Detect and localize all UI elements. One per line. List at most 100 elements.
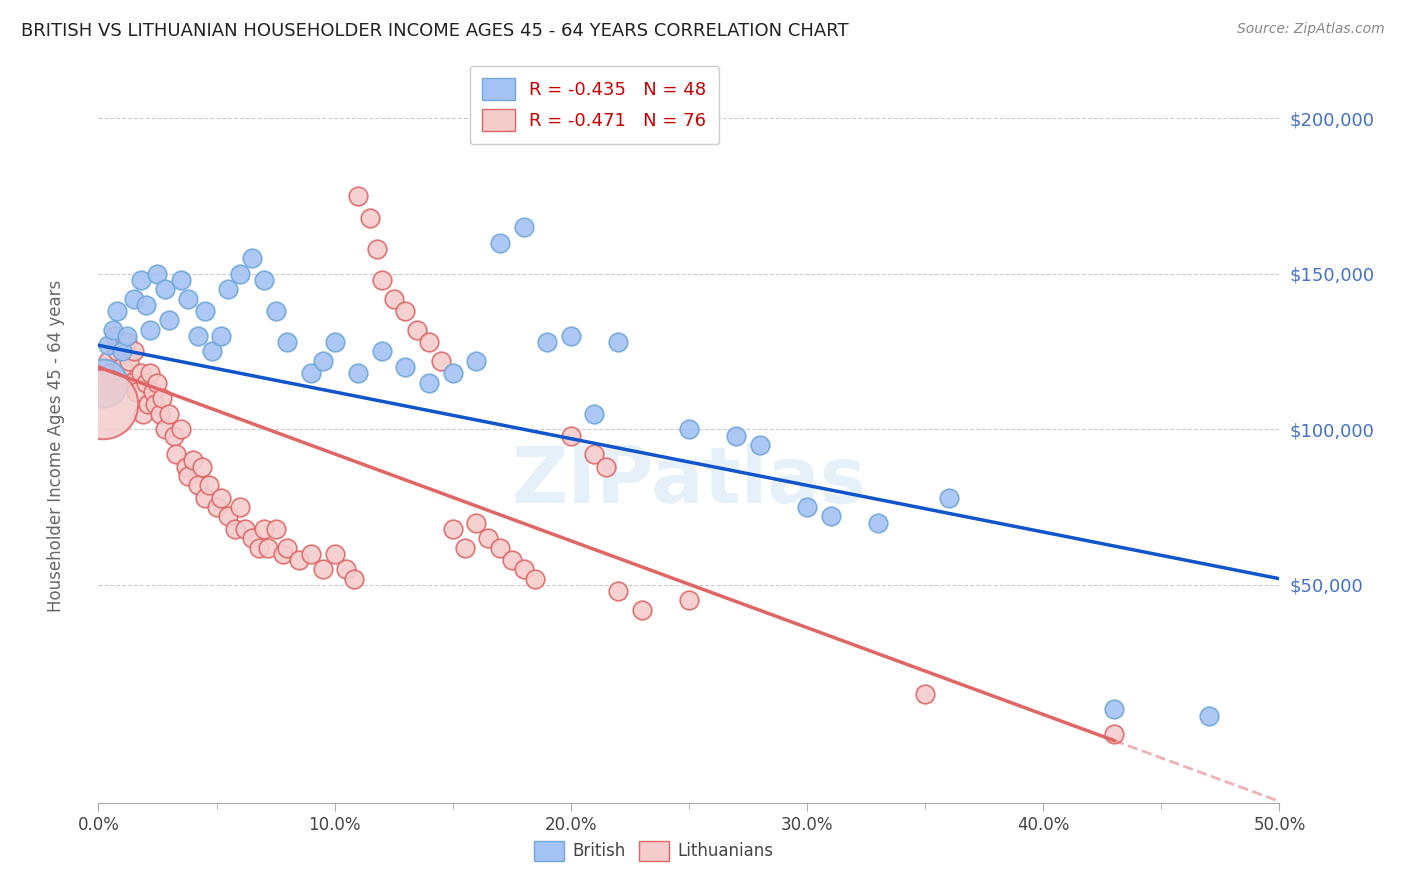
Point: [157, 313, 180, 327]
Point: [157, 407, 180, 421]
Point: [288, 553, 311, 567]
Point: [115, 329, 138, 343]
Point: [394, 304, 416, 318]
Point: [104, 329, 127, 343]
Point: [796, 500, 818, 515]
Point: [501, 553, 523, 567]
Point: [347, 366, 370, 380]
Point: [299, 547, 322, 561]
Point: [174, 459, 197, 474]
Point: [240, 251, 263, 265]
Point: [583, 407, 606, 421]
Point: [122, 292, 145, 306]
Point: [194, 304, 217, 318]
Point: [198, 478, 221, 492]
Point: [264, 522, 287, 536]
Point: [217, 282, 239, 296]
Point: [150, 391, 173, 405]
Point: [209, 491, 232, 505]
Point: [465, 354, 488, 368]
Point: [271, 547, 294, 561]
Point: [323, 335, 346, 350]
Point: [276, 335, 298, 350]
Point: [725, 428, 748, 442]
Point: [914, 687, 936, 701]
Point: [194, 491, 217, 505]
Point: [139, 366, 162, 380]
Point: [229, 500, 252, 515]
Point: [101, 323, 124, 337]
Point: [264, 304, 287, 318]
Text: Source: ZipAtlas.com: Source: ZipAtlas.com: [1237, 22, 1385, 37]
Point: [560, 428, 582, 442]
Point: [129, 273, 152, 287]
Point: [820, 509, 842, 524]
Point: [105, 304, 128, 318]
Point: [607, 335, 630, 350]
Point: [512, 562, 534, 576]
Point: [630, 603, 652, 617]
Point: [118, 354, 141, 368]
Point: [441, 366, 464, 380]
Point: [583, 447, 606, 461]
Point: [1102, 727, 1125, 741]
Point: [121, 376, 143, 390]
Point: [146, 267, 169, 281]
Point: [524, 572, 547, 586]
Point: [359, 211, 381, 225]
Point: [938, 491, 960, 505]
Point: [201, 344, 224, 359]
Point: [347, 189, 370, 203]
Point: [342, 572, 364, 586]
Point: [430, 354, 453, 368]
Point: [366, 242, 388, 256]
Point: [136, 397, 159, 411]
Point: [153, 422, 176, 436]
Point: [115, 335, 138, 350]
Point: [111, 344, 134, 359]
Point: [560, 329, 582, 343]
Point: [170, 422, 193, 436]
Point: [146, 376, 169, 390]
Point: [209, 329, 232, 343]
Point: [149, 407, 172, 421]
Point: [143, 397, 166, 411]
Point: [312, 562, 335, 576]
Point: [489, 235, 512, 250]
Point: [139, 323, 162, 337]
Point: [607, 584, 630, 599]
Point: [257, 541, 280, 555]
Point: [224, 522, 246, 536]
Point: [177, 292, 200, 306]
Point: [135, 376, 157, 390]
Point: [299, 366, 322, 380]
Point: [866, 516, 889, 530]
Point: [125, 384, 148, 399]
Point: [678, 593, 700, 607]
Text: Householder Income Ages 45 - 64 years: Householder Income Ages 45 - 64 years: [48, 280, 65, 612]
Point: [217, 509, 239, 524]
Text: BRITISH VS LITHUANIAN HOUSEHOLDER INCOME AGES 45 - 64 YEARS CORRELATION CHART: BRITISH VS LITHUANIAN HOUSEHOLDER INCOME…: [21, 22, 849, 40]
Point: [371, 273, 394, 287]
Point: [536, 335, 558, 350]
Point: [205, 500, 228, 515]
Point: [165, 447, 187, 461]
Point: [678, 422, 700, 436]
Point: [91, 397, 114, 411]
Point: [122, 344, 145, 359]
Point: [111, 359, 134, 374]
Point: [394, 359, 416, 374]
Point: [97, 338, 120, 352]
Point: [253, 273, 276, 287]
Point: [129, 366, 152, 380]
Point: [142, 384, 165, 399]
Point: [229, 267, 252, 281]
Point: [512, 219, 534, 234]
Point: [91, 376, 114, 390]
Point: [323, 547, 346, 561]
Point: [187, 478, 209, 492]
Point: [132, 407, 155, 421]
Point: [1198, 708, 1220, 723]
Point: [465, 516, 488, 530]
Point: [170, 273, 193, 287]
